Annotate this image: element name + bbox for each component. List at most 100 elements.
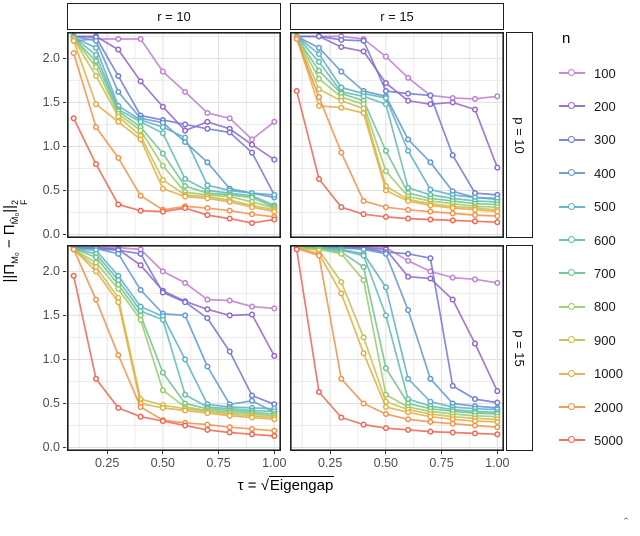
data-point-5000 (182, 205, 189, 212)
legend-key-glyph (559, 400, 585, 414)
data-point-1000 (137, 136, 144, 143)
data-point-2000 (248, 425, 256, 433)
data-point-1000 (115, 299, 122, 306)
data-point-5000 (449, 429, 456, 436)
data-point-600 (382, 101, 389, 108)
data-point-900 (338, 97, 345, 104)
data-point-200 (427, 101, 434, 108)
series-line-2000 (72, 52, 275, 218)
panel-r15-p15 (290, 245, 504, 451)
data-point-1000 (360, 350, 367, 357)
data-point-300 (427, 92, 434, 99)
legend-item-200: 200 (559, 96, 616, 116)
data-point-200 (427, 275, 434, 282)
data-point-2000 (494, 212, 501, 220)
series-line-300 (296, 245, 498, 404)
x-tick-label: 0.25 (317, 456, 343, 470)
data-point-1000 (115, 118, 122, 125)
series-line-1000 (295, 37, 498, 213)
data-point-100 (382, 53, 389, 60)
x-tick-label: 0.75 (206, 456, 231, 470)
data-point-700 (360, 263, 367, 271)
legend-key-glyph (559, 133, 585, 147)
data-point-1000 (248, 204, 256, 211)
data-point-200 (204, 118, 211, 125)
series-line-5000 (295, 90, 498, 224)
data-point-2000 (92, 296, 100, 303)
legend-key-glyph (559, 200, 585, 214)
data-point-200 (338, 43, 345, 51)
legend-item-1000: 1000 (559, 364, 623, 384)
data-point-200 (115, 46, 122, 53)
data-point-100 (182, 88, 189, 95)
data-point-700 (159, 369, 166, 376)
data-point-2000 (449, 210, 456, 217)
data-point-700 (315, 67, 323, 74)
panel-r10-p15 (67, 245, 281, 451)
data-point-200 (271, 352, 278, 359)
data-point-2000 (471, 422, 479, 429)
data-point-100 (226, 297, 233, 304)
legend-key-glyph (559, 266, 585, 280)
data-point-200 (248, 311, 256, 318)
legend-item-500: 500 (559, 197, 616, 217)
data-point-5000 (293, 246, 300, 253)
series-line-100 (73, 246, 275, 310)
legend-key-ring (568, 302, 575, 310)
data-point-100 (115, 35, 122, 43)
data-point-300 (182, 121, 189, 128)
data-point-200 (471, 340, 479, 347)
data-point-1000 (92, 101, 100, 108)
ylabel-sub-m0: M₀ (9, 252, 20, 264)
facet-strip-label: p = 10 (512, 116, 528, 154)
data-point-300 (360, 37, 367, 44)
x-tick-mark (273, 451, 275, 454)
data-point-1000 (427, 413, 434, 420)
data-point-2000 (471, 212, 479, 219)
legend-key-ring (568, 269, 575, 277)
data-point-100 (248, 136, 256, 143)
data-point-2000 (315, 94, 323, 101)
data-point-100 (471, 95, 479, 102)
data-point-2000 (449, 420, 456, 427)
data-point-2000 (360, 400, 367, 407)
data-point-1000 (405, 197, 412, 205)
data-point-2000 (70, 50, 77, 57)
data-point-300 (405, 250, 412, 257)
ylabel-norm-open: ||Π (0, 263, 18, 283)
legend-item-label: 900 (594, 332, 616, 348)
legend-item-label: 800 (594, 299, 616, 315)
legend-key-glyph (559, 166, 585, 180)
data-point-300 (226, 129, 233, 136)
data-point-400 (382, 250, 389, 257)
data-point-5000 (494, 219, 501, 226)
data-point-1000 (92, 268, 100, 275)
x-tick-mark (162, 451, 164, 454)
y-tick-mark (63, 57, 66, 59)
legend-key-ring (568, 369, 575, 377)
data-point-100 (449, 274, 456, 281)
data-point-500 (405, 375, 412, 382)
series-line-500 (73, 247, 275, 410)
data-point-300 (449, 382, 456, 389)
data-point-1000 (449, 205, 456, 212)
data-point-300 (248, 392, 256, 399)
series-line-1000 (72, 40, 275, 213)
data-point-600 (360, 252, 367, 259)
data-point-300 (226, 348, 233, 355)
legend-item-label: 400 (594, 165, 616, 181)
data-point-5000 (271, 432, 278, 440)
data-point-5000 (315, 388, 323, 396)
legend-item-label: 5000 (594, 432, 623, 448)
legend-key-glyph (559, 300, 585, 314)
data-point-800 (137, 127, 144, 134)
facet-strip-label: r = 10 (157, 9, 191, 24)
facet-strip-row-p10: p = 10 (506, 32, 533, 238)
data-point-5000 (226, 215, 233, 222)
series-line-500 (73, 36, 275, 196)
data-point-2000 (204, 205, 211, 212)
data-point-600 (182, 391, 189, 398)
series-line-400 (296, 35, 498, 201)
data-point-100 (159, 268, 166, 275)
y-tick-mark (63, 145, 66, 147)
